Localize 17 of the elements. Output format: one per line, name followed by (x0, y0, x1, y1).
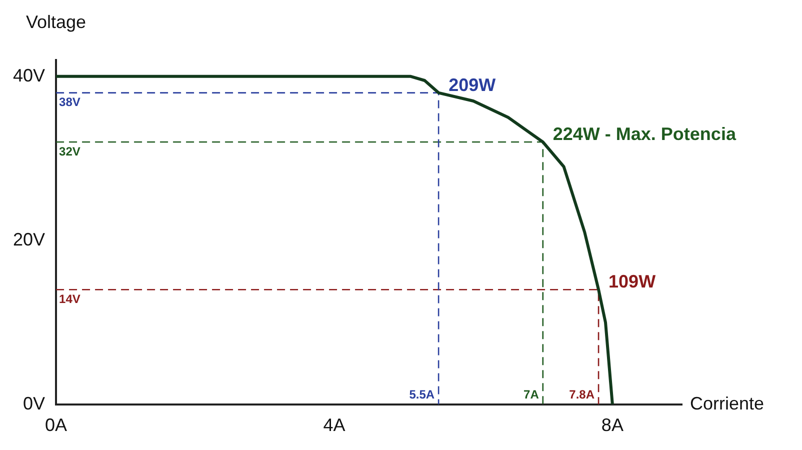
annotation: 5.5A (409, 388, 435, 402)
annotation: 7.8A (569, 388, 595, 402)
annotation: 32V (59, 144, 80, 158)
annotation: 14V (59, 292, 80, 306)
y-tick-label: 20V (12, 229, 46, 250)
y-axis-title: Voltage (26, 12, 86, 32)
annotation: 209W (448, 74, 496, 95)
x-tick-label: 0A (45, 415, 68, 436)
annotation: 38V (59, 95, 80, 110)
annotation: 109W (608, 272, 656, 292)
x-axis-title: Corriente (690, 393, 764, 414)
x-tick-label: 8A (601, 415, 624, 436)
x-tick-label: 4A (323, 415, 346, 436)
y-tick-label: 0V (22, 393, 46, 414)
annotation: 7A (524, 388, 540, 402)
y-tick-label: 40V (12, 65, 46, 86)
annotation: 224W - Max. Potencia (552, 124, 737, 144)
